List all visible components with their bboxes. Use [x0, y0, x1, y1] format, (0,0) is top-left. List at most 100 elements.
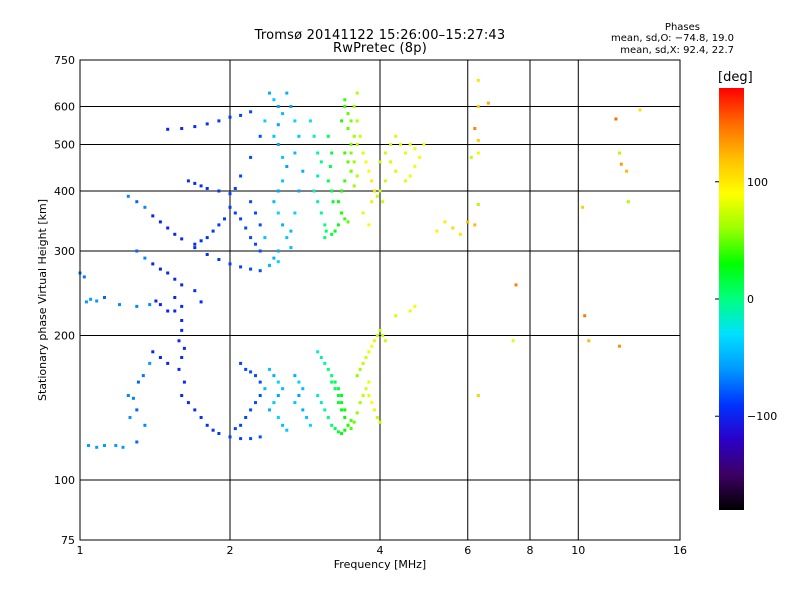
echo-point [378, 160, 382, 164]
echo-point [511, 339, 515, 343]
echo-point [323, 361, 327, 365]
echo-point [276, 105, 280, 108]
echo-point [476, 394, 480, 397]
echo-point [473, 223, 477, 227]
echo-point [469, 155, 473, 159]
echo-point [370, 401, 374, 405]
echo-point [333, 427, 337, 431]
echo-point [268, 367, 271, 371]
echo-point [367, 223, 371, 227]
echo-point [331, 200, 335, 204]
echo-point [422, 143, 426, 146]
echo-point [418, 155, 421, 159]
echo-point [199, 416, 203, 419]
echo-point [343, 217, 347, 221]
echo-point [276, 394, 280, 397]
echo-point [233, 187, 237, 190]
echo-point [333, 229, 337, 233]
echo-point [308, 423, 312, 427]
echo-point [233, 211, 237, 215]
echo-point [281, 387, 285, 391]
echo-point [326, 134, 330, 138]
echo-point [103, 296, 106, 299]
echo-point [476, 105, 480, 108]
echo-point [381, 200, 385, 204]
echo-point [618, 344, 621, 348]
echo-point [336, 401, 340, 405]
echo-point [249, 370, 253, 374]
echo-point [476, 203, 480, 206]
echo-point [333, 387, 337, 391]
echo-point [330, 380, 334, 384]
echo-point [263, 387, 267, 391]
echo-point [199, 239, 203, 243]
echo-point [205, 122, 209, 126]
echo-point [281, 112, 285, 116]
echo-point [276, 189, 280, 193]
echo-point [182, 380, 186, 384]
echo-point [158, 220, 162, 224]
echo-point [367, 380, 371, 384]
echo-point [361, 211, 365, 215]
echo-point [336, 430, 340, 434]
echo-point [408, 174, 412, 178]
colorbar-tick-label: 100 [747, 176, 768, 189]
echo-point [352, 420, 356, 424]
echo-point [239, 265, 243, 269]
echo-point [205, 236, 209, 240]
echo-point [276, 260, 280, 264]
echo-point [413, 304, 417, 308]
echo-point [473, 127, 477, 130]
echo-point [239, 113, 243, 117]
echo-point [180, 356, 184, 359]
echo-point [281, 423, 285, 427]
echo-point [340, 401, 344, 405]
echo-point [394, 314, 398, 318]
echo-point [413, 147, 417, 151]
echo-point [336, 387, 340, 391]
echo-point [281, 179, 285, 183]
y-axis-label: Stationary phase Virtual Height [km] [36, 199, 49, 401]
echo-point [276, 380, 280, 384]
echo-point [367, 350, 371, 354]
echo-point [381, 334, 385, 337]
echo-point [349, 119, 353, 123]
echo-point [330, 151, 334, 155]
x-tick-label: 10 [571, 544, 585, 557]
echo-point [143, 256, 147, 260]
echo-point [443, 220, 447, 224]
echo-point [352, 184, 356, 188]
echo-point [316, 174, 320, 178]
echo-point [217, 258, 221, 261]
echo-point [126, 394, 130, 397]
echo-point [352, 134, 356, 138]
echo-point [326, 416, 330, 419]
echo-point [361, 394, 365, 397]
echo-point [297, 189, 301, 193]
echo-point [217, 189, 221, 193]
echo-point [239, 423, 243, 427]
echo-point [193, 246, 197, 250]
echo-point [319, 401, 323, 405]
echo-point [143, 205, 147, 209]
echo-point [135, 440, 139, 444]
echo-point [361, 151, 365, 155]
echo-point [272, 401, 276, 405]
y-tick-label: 75 [61, 534, 75, 547]
grid-lines [80, 60, 680, 540]
echo-point [276, 143, 280, 146]
y-tick-label: 600 [54, 101, 75, 114]
echo-point [346, 220, 350, 224]
echo-point [319, 356, 323, 359]
echo-point [349, 419, 353, 423]
echo-point [408, 309, 412, 313]
echo-point [173, 232, 177, 236]
echo-point [316, 394, 320, 397]
echo-point [228, 262, 232, 266]
echo-point [285, 236, 289, 240]
echo-point [228, 115, 232, 119]
echo-point [199, 184, 203, 188]
x-tick-label: 8 [527, 544, 534, 557]
